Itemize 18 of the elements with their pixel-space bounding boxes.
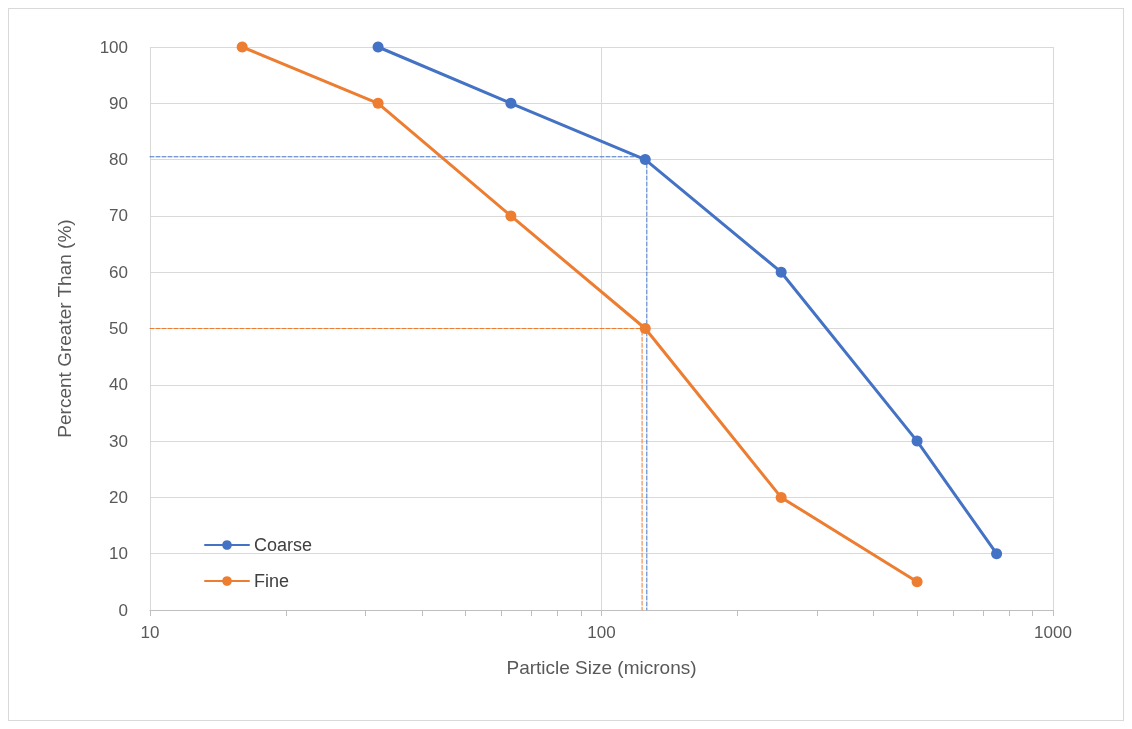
x-tick-label: 10: [140, 623, 160, 642]
x-tick-label: 100: [587, 623, 616, 642]
x-axis-title: Particle Size (microns): [506, 657, 697, 678]
y-tick-label: 60: [109, 262, 128, 282]
y-tick-label: 10: [109, 544, 128, 564]
legend-label: Coarse: [254, 535, 313, 555]
y-tick-label: 70: [109, 206, 128, 226]
y-tick-label: 100: [99, 37, 128, 57]
x-tick-label: 1000: [1034, 623, 1072, 642]
y-tick-label: 30: [109, 431, 128, 451]
y-tick-label: 50: [109, 319, 128, 338]
legend-label: Fine: [254, 571, 290, 591]
y-tick-label: 0: [118, 600, 128, 620]
y-axis-title: Percent Greater Than (%): [54, 219, 75, 438]
y-tick-label: 40: [109, 375, 128, 395]
y-tick-label: 90: [109, 93, 128, 113]
y-tick-label: 20: [109, 487, 128, 507]
y-tick-label: 80: [109, 150, 128, 170]
